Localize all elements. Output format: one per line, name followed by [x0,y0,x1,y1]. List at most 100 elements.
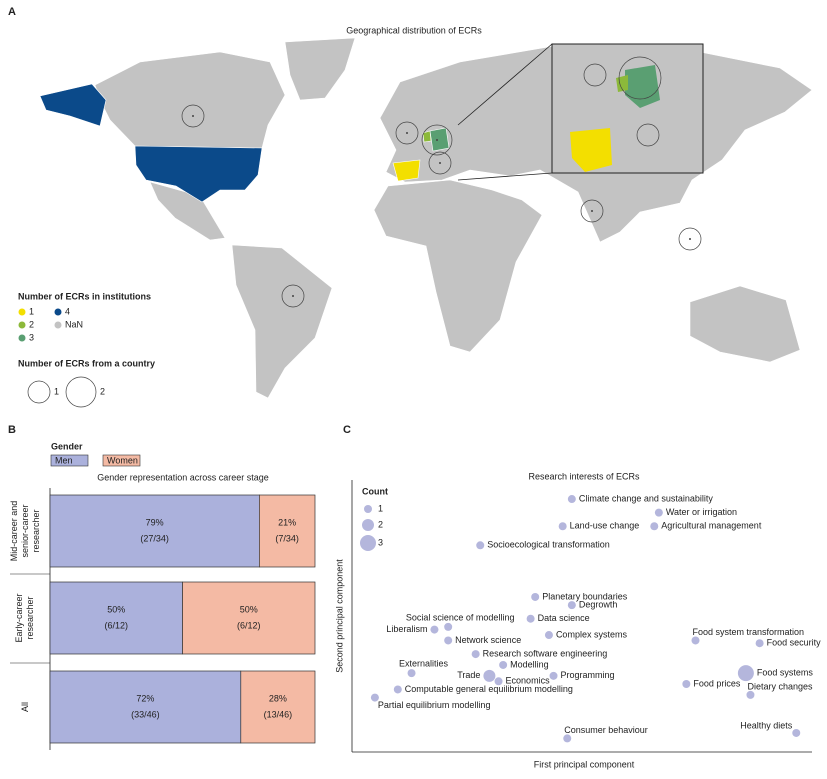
country-dot [406,132,408,134]
category-label: All [19,702,30,713]
legend-label: NaN [65,319,83,329]
inset-circle [583,63,607,87]
bubble-label: Healthy diets [740,720,793,730]
panel-label: C [343,424,351,436]
bubble [444,622,453,631]
bubble [476,541,485,550]
count-label: (6/12) [237,620,261,630]
bar-segment [49,581,183,655]
size-legend-title: Number of ECRs from a country [18,358,155,368]
bubble-label: Computable general equilibrium modelling [405,684,573,694]
count-label: (33/46) [131,709,160,719]
bubble-label: Planetary boundaries [542,591,628,601]
size-legend-bubble [362,519,374,531]
bubble-label: Partial equilibrium modelling [378,700,491,710]
netherlands [422,130,432,143]
inset [457,43,704,181]
bar-title: Gender representation across career stag… [97,472,269,482]
inset-connector [457,43,553,126]
bubble [526,614,535,623]
alaska [39,83,107,127]
value-label: 79% [146,517,164,527]
panel-label: B [8,424,16,436]
count-label: (7/34) [275,533,299,543]
bubble [370,693,379,702]
bubble-label: Externalities [399,658,449,668]
legend-label: 3 [29,332,34,342]
bubble [567,495,576,504]
country-circle [678,227,702,251]
bubble [499,660,508,669]
bubble-label: Land-use change [570,521,640,531]
legend-label: 4 [65,306,70,316]
category-label: Early-career researcher [14,593,35,643]
category-label: Mid-career and senior-career researcher [8,500,41,562]
bubble-label: Food systems [757,667,814,677]
count-label: (13/46) [264,709,293,719]
count-label: (6/12) [104,620,128,630]
bubble-label: Trade [457,670,480,680]
legend-label: Women [107,455,138,465]
bubble-label: Research software engineering [483,648,608,658]
bubble-label: Food system transformation [693,627,805,637]
bar-segment [49,670,242,744]
size-legend-circle [27,380,51,404]
size-legend-label: 1 [54,386,59,396]
bubble [549,671,558,680]
bubble [691,636,700,645]
inset-connector [457,172,553,181]
bubble [654,508,663,517]
legend-swatch [54,308,62,316]
country-circle [580,199,604,223]
bubble-label: Network science [455,635,521,645]
inset-circle [636,123,660,147]
map-legend-title: Number of ECRs in institutions [18,291,151,301]
country-circle [281,284,305,308]
scatter-title: Research interests of ECRs [528,471,640,481]
south-america [231,244,333,399]
bar-segment [182,581,316,655]
bubble-label: Water or irrigation [666,507,737,517]
scatter-legend-title: Count [362,486,388,496]
count-label: (27/34) [140,533,169,543]
bubble-label: Dietary changes [747,681,813,691]
bubble-label: Agricultural management [661,521,762,531]
bubble-label: Modelling [510,659,549,669]
country-circle [428,151,452,175]
bubble [737,665,754,682]
bubble-label: Degrowth [579,599,618,609]
bubble-label: Complex systems [556,629,628,639]
legend-label: 1 [29,306,34,316]
bubble [755,639,764,648]
bubble-label: Economics [506,676,551,686]
size-legend-label: 2 [100,386,105,396]
bubble [563,734,572,743]
bubble [746,690,755,699]
inset-circle [618,56,662,100]
country-dot [436,139,438,141]
usa [134,145,263,203]
bubble-label: Social science of modelling [406,612,515,622]
bubble [393,685,402,694]
bubble [483,669,496,682]
size-legend-label: 3 [378,537,383,547]
bubble [792,728,801,737]
x-axis-label: First principal component [534,759,635,769]
bubble-label: Socioecological transformation [487,540,610,550]
bubble [682,680,691,688]
bubble-label: Food prices [693,678,741,688]
bubble [531,592,540,601]
size-legend-label: 1 [378,503,383,513]
inset-germany [625,65,660,108]
legend-swatch [54,321,62,329]
bubble [430,625,439,634]
country-dot [591,210,593,212]
country-dot [292,295,294,297]
bubble [567,601,576,610]
bar-segment [259,494,316,568]
country-dot [192,115,194,117]
value-label: 50% [107,604,125,614]
north-america [94,51,286,149]
